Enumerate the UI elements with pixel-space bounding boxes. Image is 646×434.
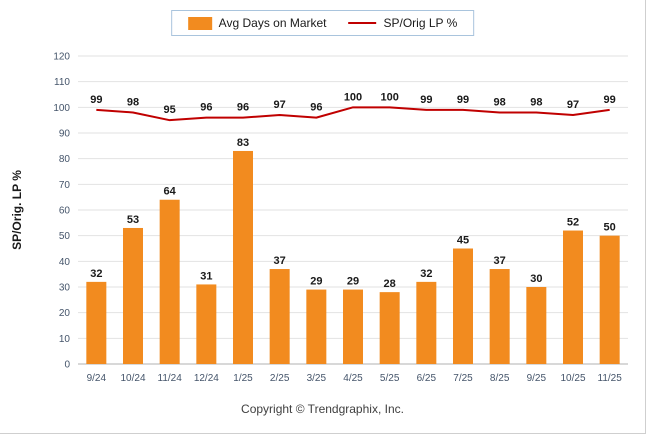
y-tick-label: 110	[54, 77, 70, 88]
bar	[453, 248, 473, 364]
x-tick-label: 12/24	[194, 373, 219, 384]
y-tick-label: 10	[59, 334, 71, 345]
x-tick-label: 5/25	[380, 373, 400, 384]
x-tick-label: 1/25	[233, 373, 253, 384]
bar-value-label: 53	[127, 214, 139, 226]
bar	[599, 235, 620, 364]
bar	[489, 269, 510, 364]
y-tick-label: 50	[59, 231, 71, 242]
line-value-label: 99	[420, 94, 432, 106]
bar-value-label: 29	[310, 276, 322, 288]
y-tick-label: 90	[59, 129, 71, 140]
line-value-label: 99	[457, 94, 469, 106]
y-tick-label: 30	[59, 283, 71, 294]
x-tick-label: 4/25	[343, 373, 363, 384]
line-value-label: 98	[127, 96, 139, 108]
y-tick-label: 80	[59, 154, 71, 165]
bar-value-label: 30	[530, 273, 542, 285]
x-tick-label: 3/25	[307, 373, 327, 384]
line-value-label: 95	[164, 104, 176, 116]
bar-value-label: 29	[347, 276, 359, 288]
bar	[196, 284, 217, 364]
y-tick-label: 60	[59, 206, 71, 217]
y-tick-label: 120	[53, 52, 70, 63]
x-tick-label: 11/25	[598, 373, 623, 384]
bar-value-label: 52	[567, 217, 579, 229]
x-tick-label: 11/24	[158, 373, 183, 384]
bar	[306, 289, 327, 364]
y-tick-label: 100	[53, 103, 70, 114]
bar-value-label: 45	[457, 235, 469, 247]
x-tick-label: 8/25	[490, 373, 510, 384]
line-value-label: 98	[530, 96, 542, 108]
x-tick-label: 9/25	[527, 373, 547, 384]
y-tick-label: 0	[64, 360, 70, 371]
bar-series-swatch	[187, 16, 212, 30]
bar-value-label: 37	[494, 255, 506, 267]
legend-item-line-series: SP/Orig LP %	[348, 16, 458, 30]
line-value-label: 100	[380, 91, 398, 103]
x-tick-label: 10/25	[560, 373, 585, 384]
bar-value-label: 64	[164, 186, 177, 198]
line-series-swatch	[348, 22, 377, 24]
x-tick-label: 2/25	[270, 373, 290, 384]
bar	[416, 281, 437, 364]
copyright-text: Copyright © Trendgraphix, Inc.	[241, 402, 404, 416]
y-tick-label: 20	[59, 308, 71, 319]
y-tick-label: 70	[59, 180, 71, 191]
line-value-label: 99	[90, 94, 102, 106]
line-value-label: 96	[200, 102, 212, 114]
line-value-label: 97	[274, 99, 286, 111]
bar	[123, 227, 143, 364]
bar-series-label: Avg Days on Market	[218, 16, 327, 30]
bar	[563, 230, 583, 364]
bar-value-label: 50	[604, 222, 616, 234]
chart-legend: Avg Days on Market SP/Orig LP %	[170, 10, 475, 36]
line-value-label: 96	[310, 102, 322, 114]
x-tick-label: 6/25	[417, 373, 437, 384]
bar	[269, 269, 290, 364]
bar-value-label: 32	[90, 268, 102, 280]
y-tick-label: 40	[59, 257, 71, 268]
sp-orig-lp-line	[96, 106, 610, 122]
bar-value-label: 37	[274, 255, 286, 267]
line-value-label: 96	[237, 102, 249, 114]
bar	[159, 199, 180, 364]
bar-value-label: 32	[420, 268, 432, 280]
bar	[526, 287, 547, 364]
bar	[379, 292, 400, 364]
bar	[343, 289, 363, 364]
x-tick-label: 7/25	[453, 373, 473, 384]
line-value-label: 98	[494, 96, 506, 108]
line-series-label: SP/Orig LP %	[383, 16, 458, 30]
x-tick-label: 10/24	[120, 373, 145, 384]
x-tick-label: 9/24	[87, 373, 107, 384]
line-value-label: 97	[567, 99, 579, 111]
bar-value-label: 83	[237, 137, 249, 149]
bar-value-label: 28	[384, 278, 396, 290]
combo-chart: 0 10 20 30 40 50 60 70 80 90 100 110 120 9/24 32 10/24 5…	[53, 52, 628, 384]
line-value-label: 99	[604, 94, 616, 106]
bar-value-label: 31	[200, 270, 212, 282]
line-value-label: 100	[344, 91, 362, 103]
bar	[233, 150, 253, 364]
bar	[86, 281, 107, 364]
legend-item-bar-series: Avg Days on Market	[187, 16, 327, 30]
